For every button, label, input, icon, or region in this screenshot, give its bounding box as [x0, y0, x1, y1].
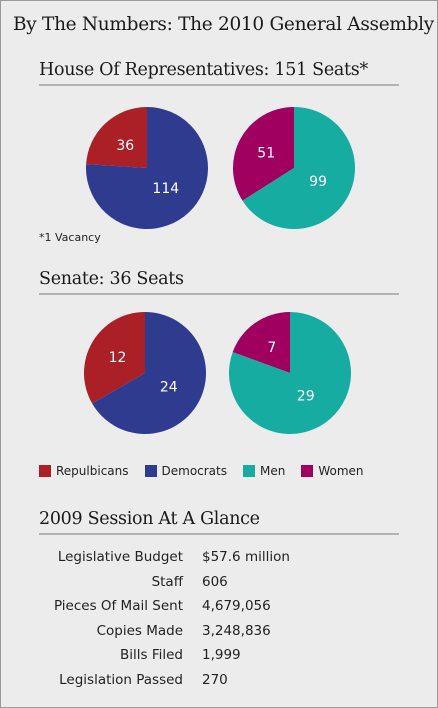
pie-slice-republicans	[84, 312, 145, 404]
stat-value: 1,999	[202, 647, 241, 664]
stat-row: Bills Filed 1,999	[40, 643, 290, 668]
stat-value: $57.6 million	[202, 549, 290, 566]
stat-row: Legislation Passed 270	[40, 668, 290, 693]
stat-value: 606	[202, 573, 228, 590]
legend-swatch-republicans	[39, 465, 51, 477]
pie-slice-men	[229, 312, 351, 434]
stat-row: Copies Made 3,248,836	[40, 619, 290, 644]
vacancy-note: *1 Vacancy	[39, 231, 101, 244]
stat-value: 4,679,056	[202, 598, 271, 615]
legend-label-men: Men	[260, 464, 286, 478]
page-title: By The Numbers: The 2010 General Assembl…	[13, 14, 434, 35]
senate-party-pie: 12 24	[84, 312, 206, 434]
legend-label-republicans: Repulbicans	[56, 464, 129, 478]
pie-slice-men	[242, 107, 355, 230]
senate-heading: Senate: 36 Seats	[39, 269, 399, 295]
pie-slice-women	[233, 107, 294, 201]
stat-row: Staff 606	[40, 570, 290, 595]
pie-slice-republicans	[86, 107, 147, 168]
pie-slice-democrats	[92, 312, 206, 434]
pie-slice-women	[232, 312, 290, 373]
stat-value: 3,248,836	[202, 622, 271, 639]
legend-label-democrats: Democrats	[161, 464, 228, 478]
senate-gender-pie: 7 29	[229, 312, 351, 434]
legend-swatch-women	[301, 465, 314, 477]
legend-item-democrats: Democrats	[144, 464, 228, 478]
stat-label: Legislation Passed	[59, 671, 183, 688]
stat-label: Copies Made	[96, 622, 183, 639]
pie-value-label: 12	[109, 350, 127, 366]
stat-label: Bills Filed	[120, 647, 183, 664]
legend-item-men: Men	[243, 464, 285, 478]
stat-value: 270	[202, 671, 228, 688]
pie-value-label: 114	[152, 181, 179, 197]
pie-value-label: 24	[160, 380, 178, 396]
pie-value-label: 7	[267, 340, 276, 356]
house-heading: House Of Representatives: 151 Seats*	[39, 60, 399, 86]
session-stats-table: Legislative Budget $57.6 million Staff 6…	[40, 545, 290, 692]
stat-label: Legislative Budget	[57, 549, 183, 566]
house-party-pie: 36 114	[85, 107, 208, 229]
stat-label: Staff	[151, 573, 183, 590]
legend-item-women: Women	[301, 464, 364, 478]
stat-label: Pieces Of Mail Sent	[53, 598, 183, 615]
pie-value-label: 51	[257, 146, 275, 162]
legend: Repulbicans Democrats Men Women	[39, 464, 380, 478]
stat-row: Pieces Of Mail Sent 4,679,056	[40, 594, 290, 619]
pie-slice-democrats	[85, 107, 208, 229]
stat-row: Legislative Budget $57.6 million	[40, 545, 290, 570]
session-heading: 2009 Session At A Glance	[39, 509, 399, 535]
legend-item-republicans: Repulbicans	[39, 464, 129, 478]
pie-value-label: 99	[309, 174, 327, 190]
legend-label-women: Women	[318, 464, 364, 478]
pie-value-label: 36	[116, 138, 134, 154]
house-gender-pie: 51 99	[233, 107, 355, 230]
legend-swatch-democrats	[144, 465, 157, 477]
pie-value-label: 29	[297, 389, 315, 405]
legend-swatch-men	[243, 465, 255, 477]
